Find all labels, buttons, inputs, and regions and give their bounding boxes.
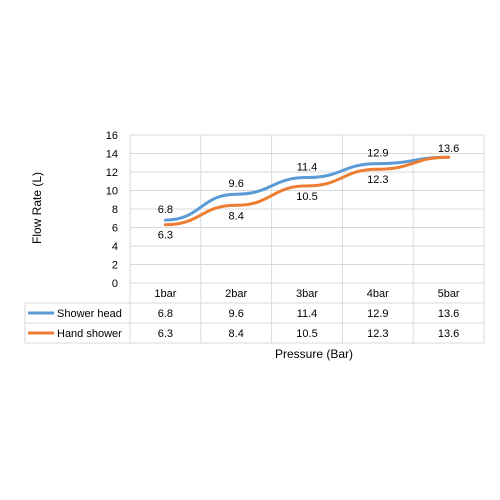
y-tick-label: 12: [106, 167, 118, 179]
data-label: 6.8: [158, 204, 173, 216]
x-tick-label: 4bar: [367, 288, 389, 300]
y-tick-label: 8: [112, 204, 118, 216]
y-tick-label: 4: [112, 241, 118, 253]
data-labels: 6.8 9.6 11.4 12.9 13.6 6.3 8.4 10.5 12.3: [158, 143, 460, 242]
hand-shower-line: [163, 155, 451, 227]
table-cell: 8.4: [229, 328, 244, 340]
data-label: 11.4: [297, 162, 318, 174]
axes: 0 2 4 6 8 10 12 14 16 1bar 2bar 3bar 4bar 5bar: [106, 130, 460, 300]
data-label: 9.6: [229, 178, 244, 190]
shower-head-line: [163, 155, 451, 222]
table-cell: 9.6: [229, 308, 244, 320]
table-cell: 10.5: [296, 328, 317, 340]
series-lines: [163, 155, 451, 227]
gridlines: [129, 134, 485, 343]
y-tick-label: 14: [106, 149, 118, 161]
data-table: Shower head 6.8 9.6 11.4 12.9 13.6 Hand shower…: [24, 302, 484, 344]
y-axis-title: Flow Rate (L): [30, 172, 44, 244]
table-cell: 11.4: [297, 308, 318, 320]
x-tick-label: 1bar: [154, 288, 176, 300]
x-tick-label: 3bar: [296, 288, 318, 300]
legend-label: Hand shower: [57, 328, 122, 340]
y-tick-label: 2: [112, 260, 118, 272]
data-label: 12.9: [367, 148, 388, 160]
x-tick-label: 5bar: [438, 288, 460, 300]
data-label: 10.5: [296, 191, 317, 203]
table-cell: 12.9: [367, 308, 388, 320]
y-tick-label: 6: [112, 223, 118, 235]
table-cell: 13.6: [438, 308, 459, 320]
x-tick-label: 2bar: [225, 288, 247, 300]
y-tick-label: 0: [112, 278, 118, 290]
y-tick-label: 10: [106, 186, 118, 198]
y-tick-label: 16: [106, 130, 118, 142]
legend-label: Shower head: [57, 308, 122, 320]
table-cell: 6.8: [158, 308, 173, 320]
table-cell: 6.3: [158, 328, 173, 340]
x-axis-title: Pressure (Bar): [275, 347, 353, 361]
data-label: 6.3: [158, 230, 173, 242]
table-cell: 13.6: [438, 328, 459, 340]
table-cell: 12.3: [367, 328, 388, 340]
data-label: 12.3: [367, 174, 388, 186]
data-label: 8.4: [229, 210, 244, 222]
data-label: 13.6: [438, 143, 459, 155]
